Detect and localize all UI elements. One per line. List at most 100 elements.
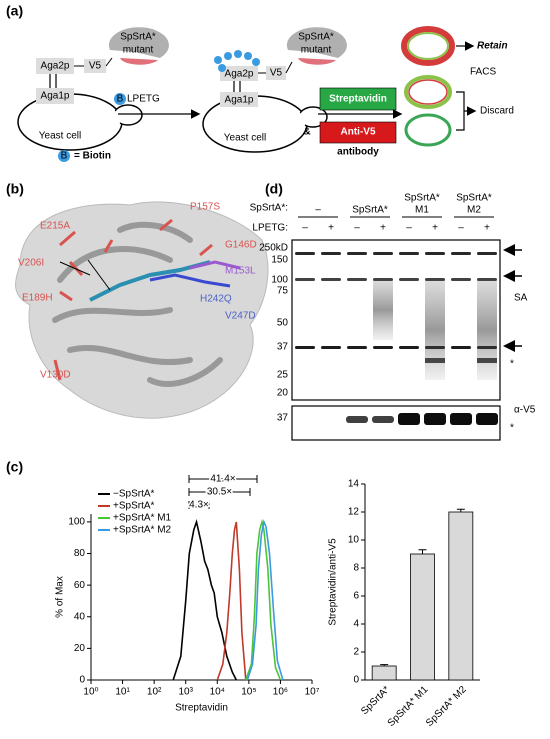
y-tick-label: 40 bbox=[74, 611, 86, 622]
smear bbox=[425, 280, 445, 380]
band bbox=[347, 252, 367, 255]
annotation: 4.3× bbox=[189, 500, 209, 511]
sorted-cells bbox=[401, 26, 474, 147]
x-tick-label: 10³ bbox=[178, 687, 193, 698]
mutation-label: H242Q bbox=[200, 294, 232, 305]
band bbox=[295, 346, 315, 349]
y-tick-label: 0 bbox=[79, 675, 85, 686]
substrate-sign: + bbox=[380, 223, 386, 234]
band bbox=[373, 252, 393, 255]
mutation-label: E189H bbox=[22, 293, 53, 304]
y-tick-label: 6 bbox=[353, 591, 359, 602]
marker-label: 20 bbox=[277, 388, 289, 399]
yeast-label: Yeast cell bbox=[224, 133, 266, 144]
band bbox=[398, 413, 420, 425]
aga2p-label: Aga2p bbox=[41, 61, 70, 72]
panel-label: (a) bbox=[6, 3, 23, 19]
substrate-sign: – bbox=[406, 223, 412, 234]
band bbox=[425, 252, 445, 255]
substrate-sign: – bbox=[458, 223, 464, 234]
band bbox=[346, 416, 368, 423]
marker-label: 37 bbox=[277, 342, 289, 353]
y-axis-label: Streptavidin/anti-V5 bbox=[328, 538, 339, 626]
blot-sa bbox=[291, 239, 501, 401]
x-axis-label: Streptavidin bbox=[175, 703, 228, 714]
x-tick-label: 10⁷ bbox=[305, 687, 320, 698]
y-tick-label: 20 bbox=[74, 643, 86, 654]
marker-label: 37 bbox=[277, 413, 289, 424]
x-tick-label: 10¹ bbox=[115, 687, 130, 698]
band bbox=[451, 252, 471, 255]
sortase-label: SpSrtA* bbox=[120, 32, 156, 43]
asterisk: * bbox=[510, 423, 514, 434]
mutant-label: mutant bbox=[301, 45, 332, 56]
yeast-label: Yeast cell bbox=[39, 131, 81, 142]
error-bar bbox=[380, 664, 389, 666]
series-line bbox=[246, 519, 284, 681]
mutation-label: E215A bbox=[40, 221, 70, 232]
mutation-label: G146D bbox=[225, 240, 257, 251]
y-tick-label: 8 bbox=[353, 563, 359, 574]
substrate-sign: + bbox=[432, 223, 438, 234]
sa-label: SA bbox=[514, 293, 528, 304]
marker-label: 100 bbox=[271, 275, 288, 286]
group-label: – bbox=[315, 205, 321, 216]
legend-label: −SpSrtA* bbox=[113, 489, 155, 500]
band bbox=[321, 252, 341, 255]
v5-label: α-V5 bbox=[514, 405, 536, 416]
x-tick-label: SpSrtA* bbox=[359, 684, 392, 717]
band bbox=[424, 413, 446, 425]
substrate-sign: + bbox=[484, 223, 490, 234]
band bbox=[477, 252, 497, 255]
y-tick-label: 12 bbox=[348, 507, 360, 518]
mutant-label: mutant bbox=[123, 45, 154, 56]
panel-label: (b) bbox=[6, 181, 24, 197]
marker-label: 50 bbox=[277, 318, 289, 329]
series-line bbox=[245, 518, 282, 681]
x-tick-label: SpSrtA* M2 bbox=[424, 684, 469, 729]
facs-label: FACS bbox=[470, 67, 496, 78]
discard-label: Discard bbox=[480, 106, 514, 117]
smear bbox=[373, 280, 393, 340]
band bbox=[425, 358, 445, 363]
bracket bbox=[188, 475, 258, 483]
x-tick-label: 10⁶ bbox=[273, 687, 288, 698]
substrate-label: LPETG bbox=[127, 94, 160, 105]
mutation-label: V130D bbox=[40, 370, 71, 381]
smear bbox=[477, 280, 497, 380]
x-tick-label: 10⁵ bbox=[241, 687, 256, 698]
band bbox=[451, 346, 471, 349]
aga1p-label: Aga1p bbox=[225, 95, 254, 106]
bar bbox=[448, 511, 474, 681]
band bbox=[321, 278, 341, 281]
biotin-symbol: B bbox=[61, 151, 68, 162]
anti-v5-label: Anti-V5 bbox=[341, 127, 376, 138]
y-tick-label: 14 bbox=[348, 479, 360, 490]
band bbox=[476, 413, 498, 425]
protein-structure bbox=[15, 201, 269, 419]
marker-label: 250kD bbox=[259, 243, 288, 254]
y-tick-label: 4 bbox=[353, 619, 359, 630]
blot-arrows bbox=[503, 244, 522, 352]
biotin-symbol: B bbox=[117, 94, 124, 105]
band bbox=[450, 413, 472, 425]
substrate-sign: – bbox=[354, 223, 360, 234]
substrate-row-label: LPETG: bbox=[252, 223, 288, 234]
retain-label: Retain bbox=[477, 41, 508, 52]
antibody-label: antibody bbox=[337, 147, 379, 158]
y-tick-label: 80 bbox=[74, 548, 86, 559]
band bbox=[372, 416, 394, 423]
marker-label: 75 bbox=[277, 286, 289, 297]
group-label: SpSrtA* bbox=[404, 193, 440, 204]
streptavidin-label: Streptavidin bbox=[329, 94, 387, 105]
bracket bbox=[188, 501, 210, 509]
error-bar bbox=[418, 549, 427, 554]
x-tick-label: 10⁰ bbox=[83, 687, 98, 698]
y-tick-label: 2 bbox=[353, 647, 359, 658]
aga1p-label: Aga1p bbox=[41, 91, 70, 102]
panel-label: (c) bbox=[6, 459, 23, 475]
y-tick-label: 60 bbox=[74, 580, 86, 591]
substrate-sign: + bbox=[328, 223, 334, 234]
annotation: 41.4× bbox=[210, 474, 235, 485]
